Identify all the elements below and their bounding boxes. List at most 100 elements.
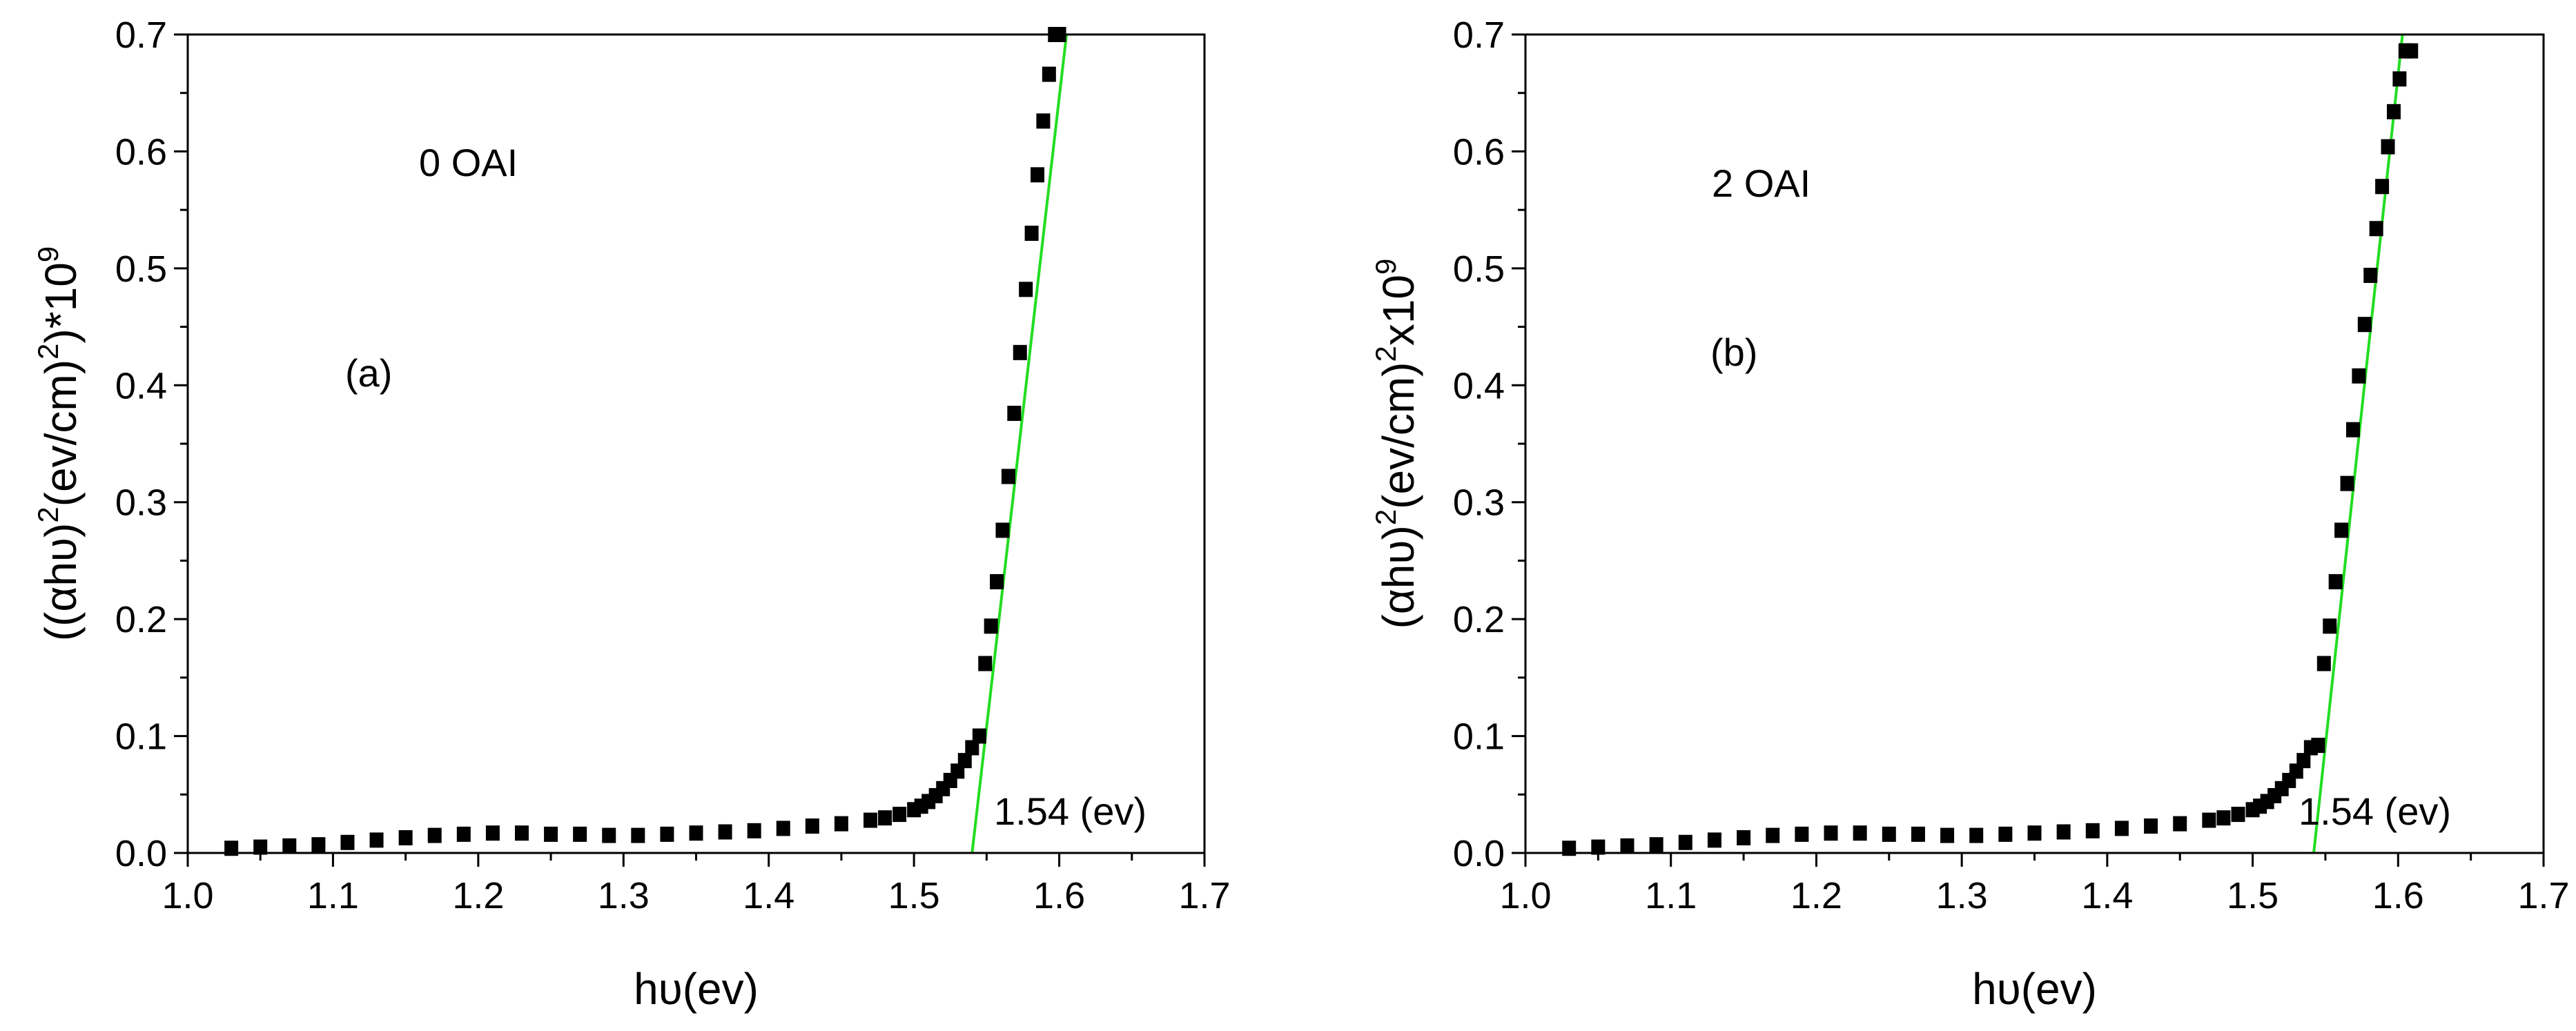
y-title-prefix: (αhυ) [1374, 525, 1423, 629]
data-point [398, 829, 413, 845]
data-point [1882, 826, 1896, 842]
y-axis-title: ((αhυ)2(ev/cm)2)*109 [32, 246, 86, 641]
data-point [427, 827, 442, 843]
chart-panel-b: 1.0 1.1 1.2 1.3 1.4 1.5 1.6 1.7 0.0 0.1 0.2 0.3 0.4 0… [1369, 14, 2570, 1014]
data-point [660, 826, 674, 842]
y-title-sup1: 2 [1369, 509, 1402, 525]
y-tick-label: 0.2 [115, 599, 167, 640]
data-point [1031, 167, 1045, 183]
data-point [2404, 43, 2419, 59]
x-axis-title: hυ(ev) [634, 964, 759, 1014]
data-point [1969, 827, 1984, 843]
data-point [2316, 656, 2331, 671]
data-point [1036, 113, 1051, 129]
fit-line [2312, 34, 2404, 854]
data-point [544, 826, 558, 842]
data-point [1707, 832, 1721, 848]
data-point [2352, 368, 2366, 384]
data-point [2386, 104, 2401, 119]
data-point [1024, 226, 1039, 242]
chart-panel-a: 1.0 1.1 1.2 1.3 1.4 1.5 1.6 1.7 0.0 0.1 0.2 0.3 0.4 0… [32, 14, 1231, 1014]
y-tick-label: 0.2 [1453, 599, 1505, 640]
data-point [2323, 618, 2337, 634]
data-point [805, 818, 819, 834]
y-tick-label: 0.6 [1453, 131, 1505, 173]
x-tick-label: 1.0 [1499, 875, 1551, 916]
data-point [2357, 317, 2372, 333]
y-title-mid: (ev/cm) [1374, 362, 1423, 509]
data-point [2311, 738, 2325, 754]
data-point [2114, 821, 2129, 836]
data-point [1001, 469, 1015, 484]
y-title-sup2: 2 [32, 344, 64, 360]
fit-label: 1.54 (ev) [994, 789, 1146, 833]
x-tick-label: 1.7 [1178, 875, 1230, 916]
data-point [1766, 827, 1780, 843]
data-point [776, 821, 790, 836]
y-title-sup1: 2 [32, 507, 64, 522]
data-point [2027, 825, 2042, 841]
data-point [957, 753, 972, 769]
data-point [689, 825, 703, 841]
data-point [1911, 826, 1925, 842]
y-tick-label: 0.4 [1453, 365, 1505, 406]
y-tick-label: 0.5 [115, 248, 167, 290]
fit-label: 1.54 (ev) [2299, 789, 2451, 833]
x-tick-label: 1.6 [2372, 875, 2424, 916]
data-point [2334, 522, 2349, 538]
y-title-sup3: 9 [32, 246, 64, 262]
y-title-prefix: ((αhυ) [36, 523, 86, 642]
data-point [1620, 838, 1635, 854]
data-point [1678, 834, 1692, 850]
data-point [253, 839, 268, 855]
data-point [2202, 812, 2216, 828]
data-point [1649, 837, 1663, 853]
y-title-mid: (ev/cm) [36, 360, 86, 507]
y-title-suffix: )*10 [36, 262, 86, 343]
panel-label: (a) [345, 351, 392, 395]
data-point [965, 740, 979, 756]
data-point [834, 816, 848, 832]
x-tick-label: 1.0 [162, 875, 213, 916]
y-title-sup2: 2 [1369, 346, 1402, 362]
x-tick-label: 1.2 [1790, 875, 1842, 916]
data-point [972, 728, 986, 744]
data-point [2144, 818, 2158, 834]
data-point [514, 825, 529, 841]
data-point [1591, 839, 1606, 855]
data-point [282, 838, 297, 854]
data-point [1853, 825, 1867, 841]
data-point [2231, 807, 2245, 823]
x-tick-label: 1.1 [307, 875, 359, 916]
plot-frame [186, 33, 1206, 854]
data-point [2363, 268, 2378, 284]
x-tick-label: 1.6 [1033, 875, 1085, 916]
data-point [718, 824, 732, 840]
panel-label: (b) [1710, 331, 1757, 374]
data-point [990, 573, 1004, 589]
x-tick-label: 1.3 [1936, 875, 1988, 916]
data-point [1940, 827, 1955, 843]
fit-line [970, 34, 1069, 854]
x-axis-title: hυ(ev) [1972, 964, 2097, 1014]
data-point [2173, 816, 2187, 832]
y-tick-label: 0.4 [115, 365, 167, 406]
y-tick-label: 0.3 [1453, 482, 1505, 524]
data-point [2328, 573, 2343, 589]
data-point [995, 522, 1010, 538]
y-tick-label: 0.6 [115, 131, 167, 173]
data-point [2056, 824, 2071, 840]
data-point [2296, 753, 2311, 769]
data-point [456, 826, 471, 842]
data-point [602, 827, 616, 843]
data-point [2216, 810, 2231, 826]
y-tick-label: 0.3 [115, 482, 167, 524]
data-point [978, 656, 993, 671]
data-point [878, 810, 892, 826]
data-point [984, 618, 998, 634]
x-tick-label: 1.5 [2227, 875, 2279, 916]
data-point [1824, 825, 1838, 841]
data-point [631, 827, 645, 843]
y-title-suffix: x10 [1374, 275, 1423, 346]
data-point [1795, 826, 1809, 842]
